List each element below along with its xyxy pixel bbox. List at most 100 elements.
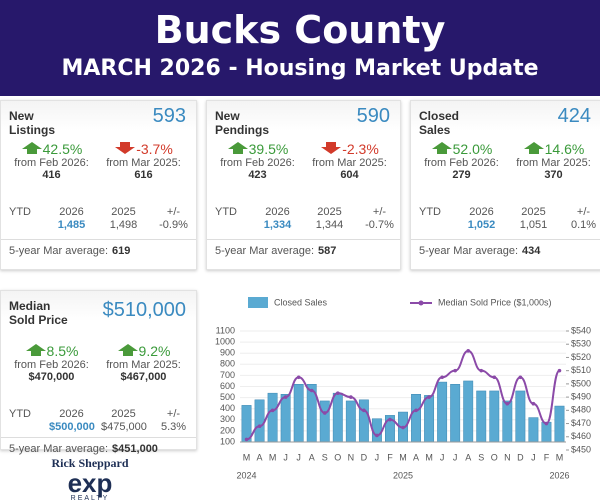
line-point [401, 425, 405, 430]
change-pct: -3.7% [101, 141, 186, 157]
y2-tick-label: $510 [571, 365, 591, 375]
card-title: Closed Sales [419, 109, 460, 137]
line-point [544, 421, 549, 426]
ytd-value: -0.7% [365, 219, 394, 231]
x-tick-label: M [243, 452, 251, 462]
line-point [479, 368, 484, 373]
ytd-value: $500,000 [49, 421, 95, 433]
x-tick-label: F [387, 452, 393, 462]
change-from: from Mar 2025: [312, 157, 387, 169]
average: 5-year Mar average: 587 [207, 239, 400, 257]
average: 5-year Mar average: $451,000 [1, 437, 196, 455]
ytd-head: +/- [372, 206, 387, 218]
bar [293, 384, 304, 443]
change-pct: 9.2% [101, 343, 186, 359]
ytd-label: YTD [419, 206, 441, 218]
bar [489, 390, 500, 443]
pct-text: 39.5% [248, 141, 289, 157]
bar [450, 384, 461, 443]
ytd-value: 1,498 [109, 219, 138, 231]
x-tick-label: A [309, 452, 315, 462]
x-tick-label: A [257, 452, 263, 462]
change-from: from Feb 2026: [424, 157, 499, 169]
line-point [557, 368, 562, 373]
line-point [336, 391, 340, 395]
change: 14.6% from Mar 2025: 370 [511, 141, 596, 181]
line-point [283, 395, 288, 399]
bar [476, 390, 487, 443]
x-tick-label: N [504, 452, 511, 462]
ytd-value: 5.3% [160, 421, 187, 433]
change: -3.7% from Mar 2025: 616 [101, 141, 186, 181]
y2-tick-label: $540 [571, 325, 591, 335]
x-tick-label: S [322, 452, 328, 462]
change-value: $467,000 [120, 371, 167, 383]
arrow [523, 142, 544, 154]
change-from: from Feb 2026: [220, 157, 295, 169]
avg-label: 5-year Mar average: [9, 443, 109, 455]
pct-text: 14.6% [544, 141, 585, 157]
line-point [375, 433, 379, 438]
y-tick-label: 400 [220, 403, 235, 413]
change-pct: 42.5% [9, 141, 94, 157]
ytd-head: 2026 [59, 408, 84, 420]
bar [411, 394, 421, 443]
legend-swatch [418, 300, 424, 306]
x-tick-label: O [491, 452, 498, 462]
line-point [244, 437, 249, 442]
ytd-head: 2026 [469, 206, 494, 218]
ytd-head: +/- [576, 206, 591, 218]
card-value: $510,000 [102, 299, 186, 321]
y2-tick-label: $490 [571, 391, 591, 401]
legend-label: Closed Sales [274, 297, 328, 307]
logo: Rick Sheppard exp REALTY [40, 456, 140, 502]
x-tick-label: O [334, 452, 341, 462]
change-from: from Mar 2025: [516, 157, 591, 169]
line-point [362, 408, 366, 413]
pct-text: 8.5% [46, 343, 79, 359]
bar [463, 380, 474, 443]
arrow [227, 142, 248, 154]
ytd-label: YTD [215, 206, 237, 218]
avg-value: 619 [112, 245, 131, 257]
ytd-head: 2026 [265, 206, 290, 218]
y-tick-label: 300 [220, 414, 235, 424]
x-tick-label: J [453, 452, 458, 462]
line-point [505, 401, 510, 406]
x-tick-label: A [465, 452, 471, 462]
arrow [117, 344, 138, 356]
x-tick-label: M [399, 452, 407, 462]
x-tick-label: J [283, 452, 288, 462]
brand: exp [67, 468, 113, 498]
bar [528, 417, 539, 443]
card-title: New Pendings [215, 109, 270, 137]
change-value: 370 [544, 169, 563, 181]
y-tick-label: 1100 [216, 325, 235, 335]
average: 5-year Mar average: 434 [411, 239, 600, 257]
ytd-value: 1,051 [519, 219, 548, 231]
card-value: 590 [356, 105, 390, 127]
line-point [296, 375, 301, 380]
ytd-value: -0.9% [159, 219, 188, 231]
line-point [388, 417, 392, 422]
bar [554, 405, 565, 443]
line-point [322, 411, 327, 415]
y-tick-label: 700 [220, 370, 235, 380]
change: 39.5% from Feb 2026: 423 [215, 141, 300, 181]
change-value: $470,000 [28, 371, 75, 383]
avg-value: $451,000 [112, 443, 158, 455]
arrow [21, 142, 42, 154]
arrow [25, 344, 46, 356]
ytd-head: 2025 [521, 206, 546, 218]
ytd-value: 1,334 [263, 219, 292, 231]
pct-text: -3.7% [136, 141, 173, 157]
change-from: from Feb 2026: [14, 359, 89, 371]
change-value: 279 [452, 169, 471, 181]
y-tick-label: 800 [220, 359, 235, 369]
x-tick-label: F [544, 452, 550, 462]
bar [267, 392, 278, 443]
stat-card: New Listings 593 42.5% from Feb 2026: 416 -3.… [0, 100, 197, 270]
arrow [115, 142, 136, 154]
